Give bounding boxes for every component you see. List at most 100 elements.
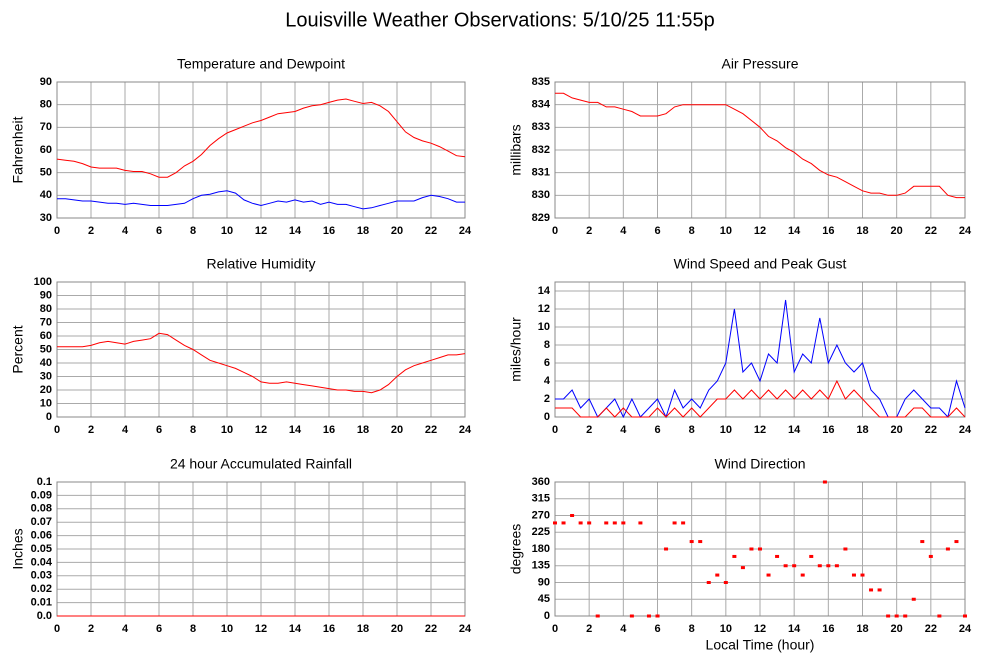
data-point — [646, 614, 651, 618]
x-tick-label: 10 — [221, 623, 233, 635]
data-point — [928, 554, 933, 558]
data-point — [783, 564, 788, 568]
chart-title: Temperature and Dewpoint — [177, 56, 345, 72]
x-tick-label: 12 — [255, 424, 267, 436]
x-tick-label: 14 — [289, 623, 302, 635]
y-tick-label: 834 — [532, 99, 551, 111]
x-tick-label: 8 — [190, 424, 196, 436]
x-tick-label: 8 — [689, 424, 695, 436]
x-tick-label: 10 — [221, 225, 233, 237]
data-point — [698, 540, 703, 544]
data-point — [809, 554, 814, 558]
x-tick-label: 6 — [654, 623, 660, 635]
y-axis-label: degrees — [508, 524, 524, 575]
y-tick-label: 50 — [40, 343, 52, 355]
data-point — [766, 573, 771, 577]
data-point — [578, 521, 583, 525]
x-tick-label: 12 — [754, 623, 766, 635]
x-tick-label: 20 — [891, 225, 903, 237]
x-axis-label: Local Time (hour) — [706, 637, 815, 653]
y-tick-label: 10 — [538, 321, 550, 333]
data-point — [954, 540, 959, 544]
y-tick-label: 10 — [40, 397, 52, 409]
data-point — [937, 614, 942, 618]
data-point — [817, 564, 822, 568]
data-point — [638, 521, 643, 525]
data-point — [723, 581, 728, 584]
x-tick-label: 20 — [891, 623, 903, 635]
y-tick-label: 830 — [532, 189, 550, 201]
x-tick-label: 18 — [856, 424, 868, 436]
x-tick-label: 8 — [689, 623, 695, 635]
x-tick-label: 20 — [391, 225, 403, 237]
y-axis-label: miles/hour — [508, 317, 524, 382]
y-tick-label: 180 — [532, 543, 550, 555]
y-tick-label: 833 — [532, 121, 550, 133]
chart-title: Wind Direction — [714, 456, 805, 472]
data-line — [555, 92, 965, 199]
x-tick-label: 4 — [122, 424, 129, 436]
x-tick-label: 10 — [720, 225, 732, 237]
chart-title: 24 hour Accumulated Rainfall — [170, 456, 352, 472]
y-tick-label: 0.03 — [31, 570, 52, 582]
x-tick-label: 24 — [459, 424, 472, 436]
y-tick-label: 40 — [40, 189, 52, 201]
y-tick-label: 30 — [40, 212, 52, 224]
y-tick-label: 60 — [40, 330, 52, 342]
data-point — [664, 547, 669, 551]
data-point — [681, 521, 686, 525]
y-tick-label: 30 — [40, 370, 52, 382]
data-point — [612, 521, 617, 525]
y-tick-label: 829 — [532, 212, 550, 224]
data-point — [561, 521, 566, 525]
data-point — [604, 521, 609, 525]
chart-title: Relative Humidity — [207, 256, 316, 272]
x-tick-label: 12 — [754, 424, 766, 436]
x-tick-label: 18 — [856, 225, 868, 237]
x-tick-label: 10 — [221, 424, 233, 436]
y-tick-label: 135 — [532, 560, 550, 572]
y-tick-label: 0 — [46, 411, 52, 423]
data-point — [911, 597, 916, 601]
data-point — [822, 480, 827, 484]
x-tick-label: 2 — [88, 623, 94, 635]
y-tick-label: 0.04 — [31, 556, 53, 568]
y-tick-label: 8 — [544, 339, 550, 351]
x-tick-label: 22 — [425, 225, 437, 237]
y-tick-label: 50 — [40, 167, 52, 179]
y-tick-label: 80 — [40, 303, 52, 315]
data-point — [740, 566, 745, 570]
y-tick-label: 360 — [532, 476, 550, 488]
x-tick-label: 4 — [122, 623, 129, 635]
data-point — [963, 614, 967, 618]
data-point — [903, 614, 908, 618]
x-tick-label: 6 — [156, 424, 162, 436]
x-tick-label: 8 — [190, 623, 196, 635]
x-tick-label: 0 — [54, 424, 60, 436]
x-tick-label: 22 — [925, 623, 937, 635]
y-tick-label: 90 — [538, 576, 550, 588]
data-point — [886, 614, 891, 618]
data-point — [843, 547, 848, 551]
x-tick-label: 16 — [822, 225, 834, 237]
data-line — [56, 98, 466, 178]
data-point — [595, 614, 600, 618]
y-tick-label: 835 — [532, 76, 550, 88]
x-tick-label: 6 — [654, 424, 660, 436]
y-tick-label: 60 — [40, 144, 52, 156]
x-tick-label: 2 — [88, 424, 94, 436]
chart-title: Air Pressure — [721, 56, 798, 72]
x-tick-label: 0 — [552, 225, 558, 237]
data-point — [869, 588, 874, 592]
x-tick-label: 24 — [959, 623, 972, 635]
x-tick-label: 0 — [54, 623, 60, 635]
x-tick-label: 20 — [391, 623, 403, 635]
x-tick-label: 22 — [425, 424, 437, 436]
x-tick-label: 16 — [323, 623, 335, 635]
x-tick-label: 14 — [289, 225, 302, 237]
y-tick-label: 0.1 — [37, 476, 52, 488]
data-point — [877, 588, 882, 592]
x-tick-label: 12 — [255, 225, 267, 237]
x-tick-label: 6 — [156, 623, 162, 635]
